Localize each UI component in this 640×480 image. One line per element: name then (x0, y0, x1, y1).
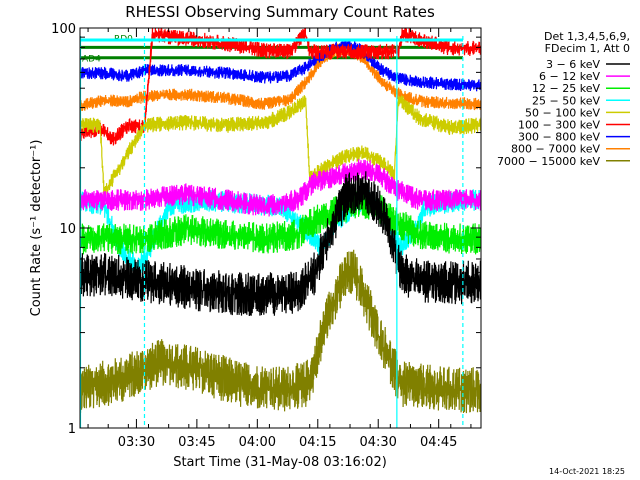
legend-label-50-100-kev: 50 − 100 keV (525, 106, 600, 119)
flag-label-ad4: AD4 (82, 55, 101, 65)
y-axis: 1 10 100 (51, 22, 481, 437)
x-axis-label: Start Time (31-May-08 03:16:02) (173, 455, 387, 470)
legend-label-800-7000-kev: 800 − 7000 keV (511, 143, 600, 156)
legend-header-line-1: Det 1,3,4,5,6,9, (544, 30, 630, 43)
y-tick-label: 1 (68, 422, 76, 437)
x-tick-label: 03:45 (178, 435, 215, 450)
plot-area: RD0AD4 (79, 27, 482, 429)
x-axis: 03:30 03:45 04:00 04:15 04:30 04:45 (87, 28, 472, 450)
x-tick-label: 04:30 (359, 435, 396, 450)
legend-label-100-300-kev: 100 − 300 keV (518, 119, 600, 132)
series-300-800-kev (80, 39, 481, 92)
legend-label-25-50-kev: 25 − 50 keV (532, 94, 600, 107)
legend-label-3-6-kev: 3 − 6 keV (546, 58, 600, 71)
legend-label-12-25-kev: 12 − 25 keV (532, 82, 600, 95)
series-layer (80, 28, 481, 414)
legend-header-line-2: FDecim 1, Att 0 (545, 42, 630, 55)
x-tick-label: 04:15 (299, 435, 336, 450)
y-tick-label: 100 (51, 22, 76, 37)
x-tick-label: 03:30 (118, 435, 155, 450)
legend-label-300-800-kev: 300 − 800 keV (518, 131, 600, 144)
y-tick-label: 10 (59, 222, 76, 237)
series-12-25-kev (80, 189, 481, 255)
series-7000-15000-kev (80, 249, 481, 414)
legend-label-7000-15000-kev: 7000 − 15000 keV (497, 155, 600, 168)
y-axis-label: Count Rate (s⁻¹ detector⁻¹) (29, 140, 44, 317)
x-tick-label: 04:00 (239, 435, 276, 450)
chart-title: RHESSI Observing Summary Count Rates (125, 3, 435, 21)
timestamp: 14-Oct-2021 18:25 (549, 467, 625, 476)
series-50-100-kev (80, 95, 481, 199)
legend-label-6-12-kev: 6 − 12 keV (539, 70, 600, 83)
series-6-12-kev (80, 159, 481, 217)
legend: Det 1,3,4,5,6,9, FDecim 1, Att 0 3 − 6 k… (497, 30, 630, 168)
series-3-6-kev (80, 171, 481, 317)
x-tick-label: 04:45 (420, 435, 457, 450)
